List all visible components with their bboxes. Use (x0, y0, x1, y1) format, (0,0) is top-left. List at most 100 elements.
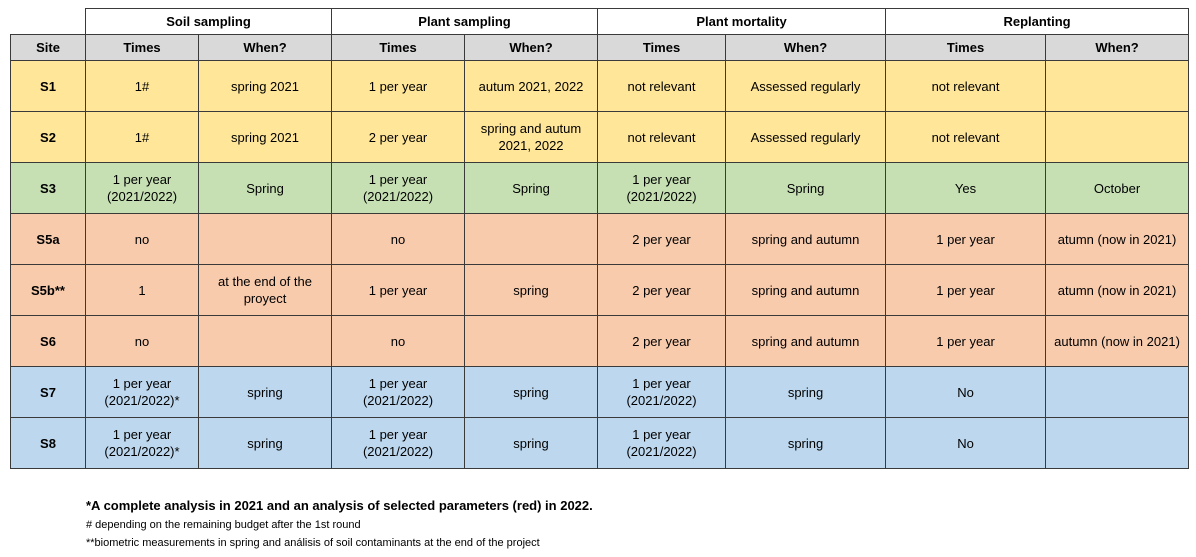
soil-times-cell: 1# (85, 111, 199, 163)
header-mortality-when: When? (725, 34, 887, 61)
header-replanting-times: Times (885, 34, 1047, 61)
plant-when-cell: autum 2021, 2022 (464, 60, 599, 112)
replanting-times-cell: No (885, 417, 1047, 469)
header-soil-times: Times (85, 34, 199, 61)
plant-times-cell: 2 per year (331, 111, 466, 163)
soil-times-cell: no (85, 213, 199, 265)
header-site: Site (10, 34, 86, 61)
replanting-when-cell: atumn (now in 2021) (1045, 213, 1190, 265)
soil-times-cell: 1 per year (2021/2022)* (85, 366, 199, 418)
plant-times-cell: 1 per year (2021/2022) (331, 366, 466, 418)
plant-when-cell: spring and autum 2021, 2022 (464, 111, 599, 163)
replanting-when-cell (1045, 60, 1190, 112)
site-cell: S6 (10, 315, 86, 367)
group-replanting: Replanting (885, 8, 1190, 35)
site-cell: S5a (10, 213, 86, 265)
plant-when-cell: spring (464, 366, 599, 418)
site-cell: S7 (10, 366, 86, 418)
plant-when-cell (464, 315, 599, 367)
table-row-s5b: S5b** 1 at the end of the proyect 1 per … (10, 264, 1190, 316)
replanting-times-cell: 1 per year (885, 264, 1047, 316)
plant-times-cell: 1 per year (331, 264, 466, 316)
plant-when-cell: spring (464, 417, 599, 469)
plant-times-cell: no (331, 213, 466, 265)
plant-when-cell: Spring (464, 162, 599, 214)
table-row-s5a: S5a no no 2 per year spring and autumn 1… (10, 213, 1190, 265)
table-row-s6: S6 no no 2 per year spring and autumn 1 … (10, 315, 1190, 367)
plant-times-cell: 1 per year (331, 60, 466, 112)
footnote-asterisk: *A complete analysis in 2021 and an anal… (86, 498, 593, 513)
mortality-when-cell: spring (725, 366, 887, 418)
soil-when-cell: spring (197, 417, 333, 469)
mortality-times-cell: 2 per year (597, 213, 727, 265)
mortality-when-cell: spring (725, 417, 887, 469)
mortality-when-cell: Assessed regularly (725, 60, 887, 112)
mortality-times-cell: 1 per year (2021/2022) (597, 162, 727, 214)
replanting-when-cell: autumn (now in 2021) (1045, 315, 1190, 367)
replanting-when-cell (1045, 111, 1190, 163)
table-row-s3: S3 1 per year (2021/2022) Spring 1 per y… (10, 162, 1190, 214)
soil-when-cell (197, 315, 333, 367)
header-replanting-when: When? (1045, 34, 1190, 61)
table-row-s8: S8 1 per year (2021/2022)* spring 1 per … (10, 417, 1190, 469)
header-mortality-times: Times (597, 34, 727, 61)
plant-when-cell: spring (464, 264, 599, 316)
replanting-times-cell: not relevant (885, 60, 1047, 112)
mortality-times-cell: 2 per year (597, 264, 727, 316)
mortality-times-cell: 1 per year (2021/2022) (597, 366, 727, 418)
soil-when-cell: spring (197, 366, 333, 418)
table-row-s7: S7 1 per year (2021/2022)* spring 1 per … (10, 366, 1190, 418)
replanting-times-cell: Yes (885, 162, 1047, 214)
footnote-double-asterisk: **biometric measurements in spring and a… (86, 537, 540, 549)
blank-corner-cell (10, 8, 86, 35)
soil-when-cell: spring 2021 (197, 60, 333, 112)
group-soil-sampling: Soil sampling (84, 8, 333, 35)
table-row-s2: S2 1# spring 2021 2 per year spring and … (10, 111, 1190, 163)
soil-times-cell: 1 per year (2021/2022) (85, 162, 199, 214)
plant-times-cell: no (331, 315, 466, 367)
soil-when-cell (197, 213, 333, 265)
group-plant-mortality: Plant mortality (597, 8, 887, 35)
site-cell: S2 (10, 111, 86, 163)
header-plant-times: Times (331, 34, 466, 61)
replanting-times-cell: No (885, 366, 1047, 418)
mortality-times-cell: not relevant (597, 60, 727, 112)
soil-times-cell: no (85, 315, 199, 367)
header-soil-when: When? (197, 34, 333, 61)
mortality-when-cell: Spring (725, 162, 887, 214)
replanting-when-cell (1045, 417, 1190, 469)
mortality-times-cell: 1 per year (2021/2022) (597, 417, 727, 469)
replanting-times-cell: not relevant (885, 111, 1047, 163)
footnote-hash: # depending on the remaining budget afte… (86, 519, 361, 531)
mortality-when-cell: Assessed regularly (725, 111, 887, 163)
plant-when-cell (464, 213, 599, 265)
soil-times-cell: 1# (85, 60, 199, 112)
group-header-row: Soil sampling Plant sampling Plant morta… (10, 8, 1190, 35)
mortality-when-cell: spring and autumn (725, 315, 887, 367)
soil-times-cell: 1 (85, 264, 199, 316)
site-cell: S8 (10, 417, 86, 469)
replanting-when-cell: atumn (now in 2021) (1045, 264, 1190, 316)
site-cell: S1 (10, 60, 86, 112)
site-cell: S5b** (10, 264, 86, 316)
site-cell: S3 (10, 162, 86, 214)
replanting-times-cell: 1 per year (885, 315, 1047, 367)
soil-when-cell: spring 2021 (197, 111, 333, 163)
soil-times-cell: 1 per year (2021/2022)* (85, 417, 199, 469)
header-plant-when: When? (464, 34, 599, 61)
mortality-times-cell: not relevant (597, 111, 727, 163)
replanting-when-cell (1045, 366, 1190, 418)
table-row-s1: S1 1# spring 2021 1 per year autum 2021,… (10, 60, 1190, 112)
mortality-when-cell: spring and autumn (725, 213, 887, 265)
replanting-times-cell: 1 per year (885, 213, 1047, 265)
soil-when-cell: Spring (197, 162, 333, 214)
column-header-row: Site Times When? Times When? Times When?… (10, 34, 1190, 61)
soil-when-cell: at the end of the proyect (197, 264, 333, 316)
mortality-when-cell: spring and autumn (725, 264, 887, 316)
plant-times-cell: 1 per year (2021/2022) (331, 417, 466, 469)
footnotes: *A complete analysis in 2021 and an anal… (86, 496, 593, 552)
plant-times-cell: 1 per year (2021/2022) (331, 162, 466, 214)
sampling-schedule-table: Soil sampling Plant sampling Plant morta… (10, 8, 1190, 469)
replanting-when-cell: October (1045, 162, 1190, 214)
group-plant-sampling: Plant sampling (331, 8, 599, 35)
